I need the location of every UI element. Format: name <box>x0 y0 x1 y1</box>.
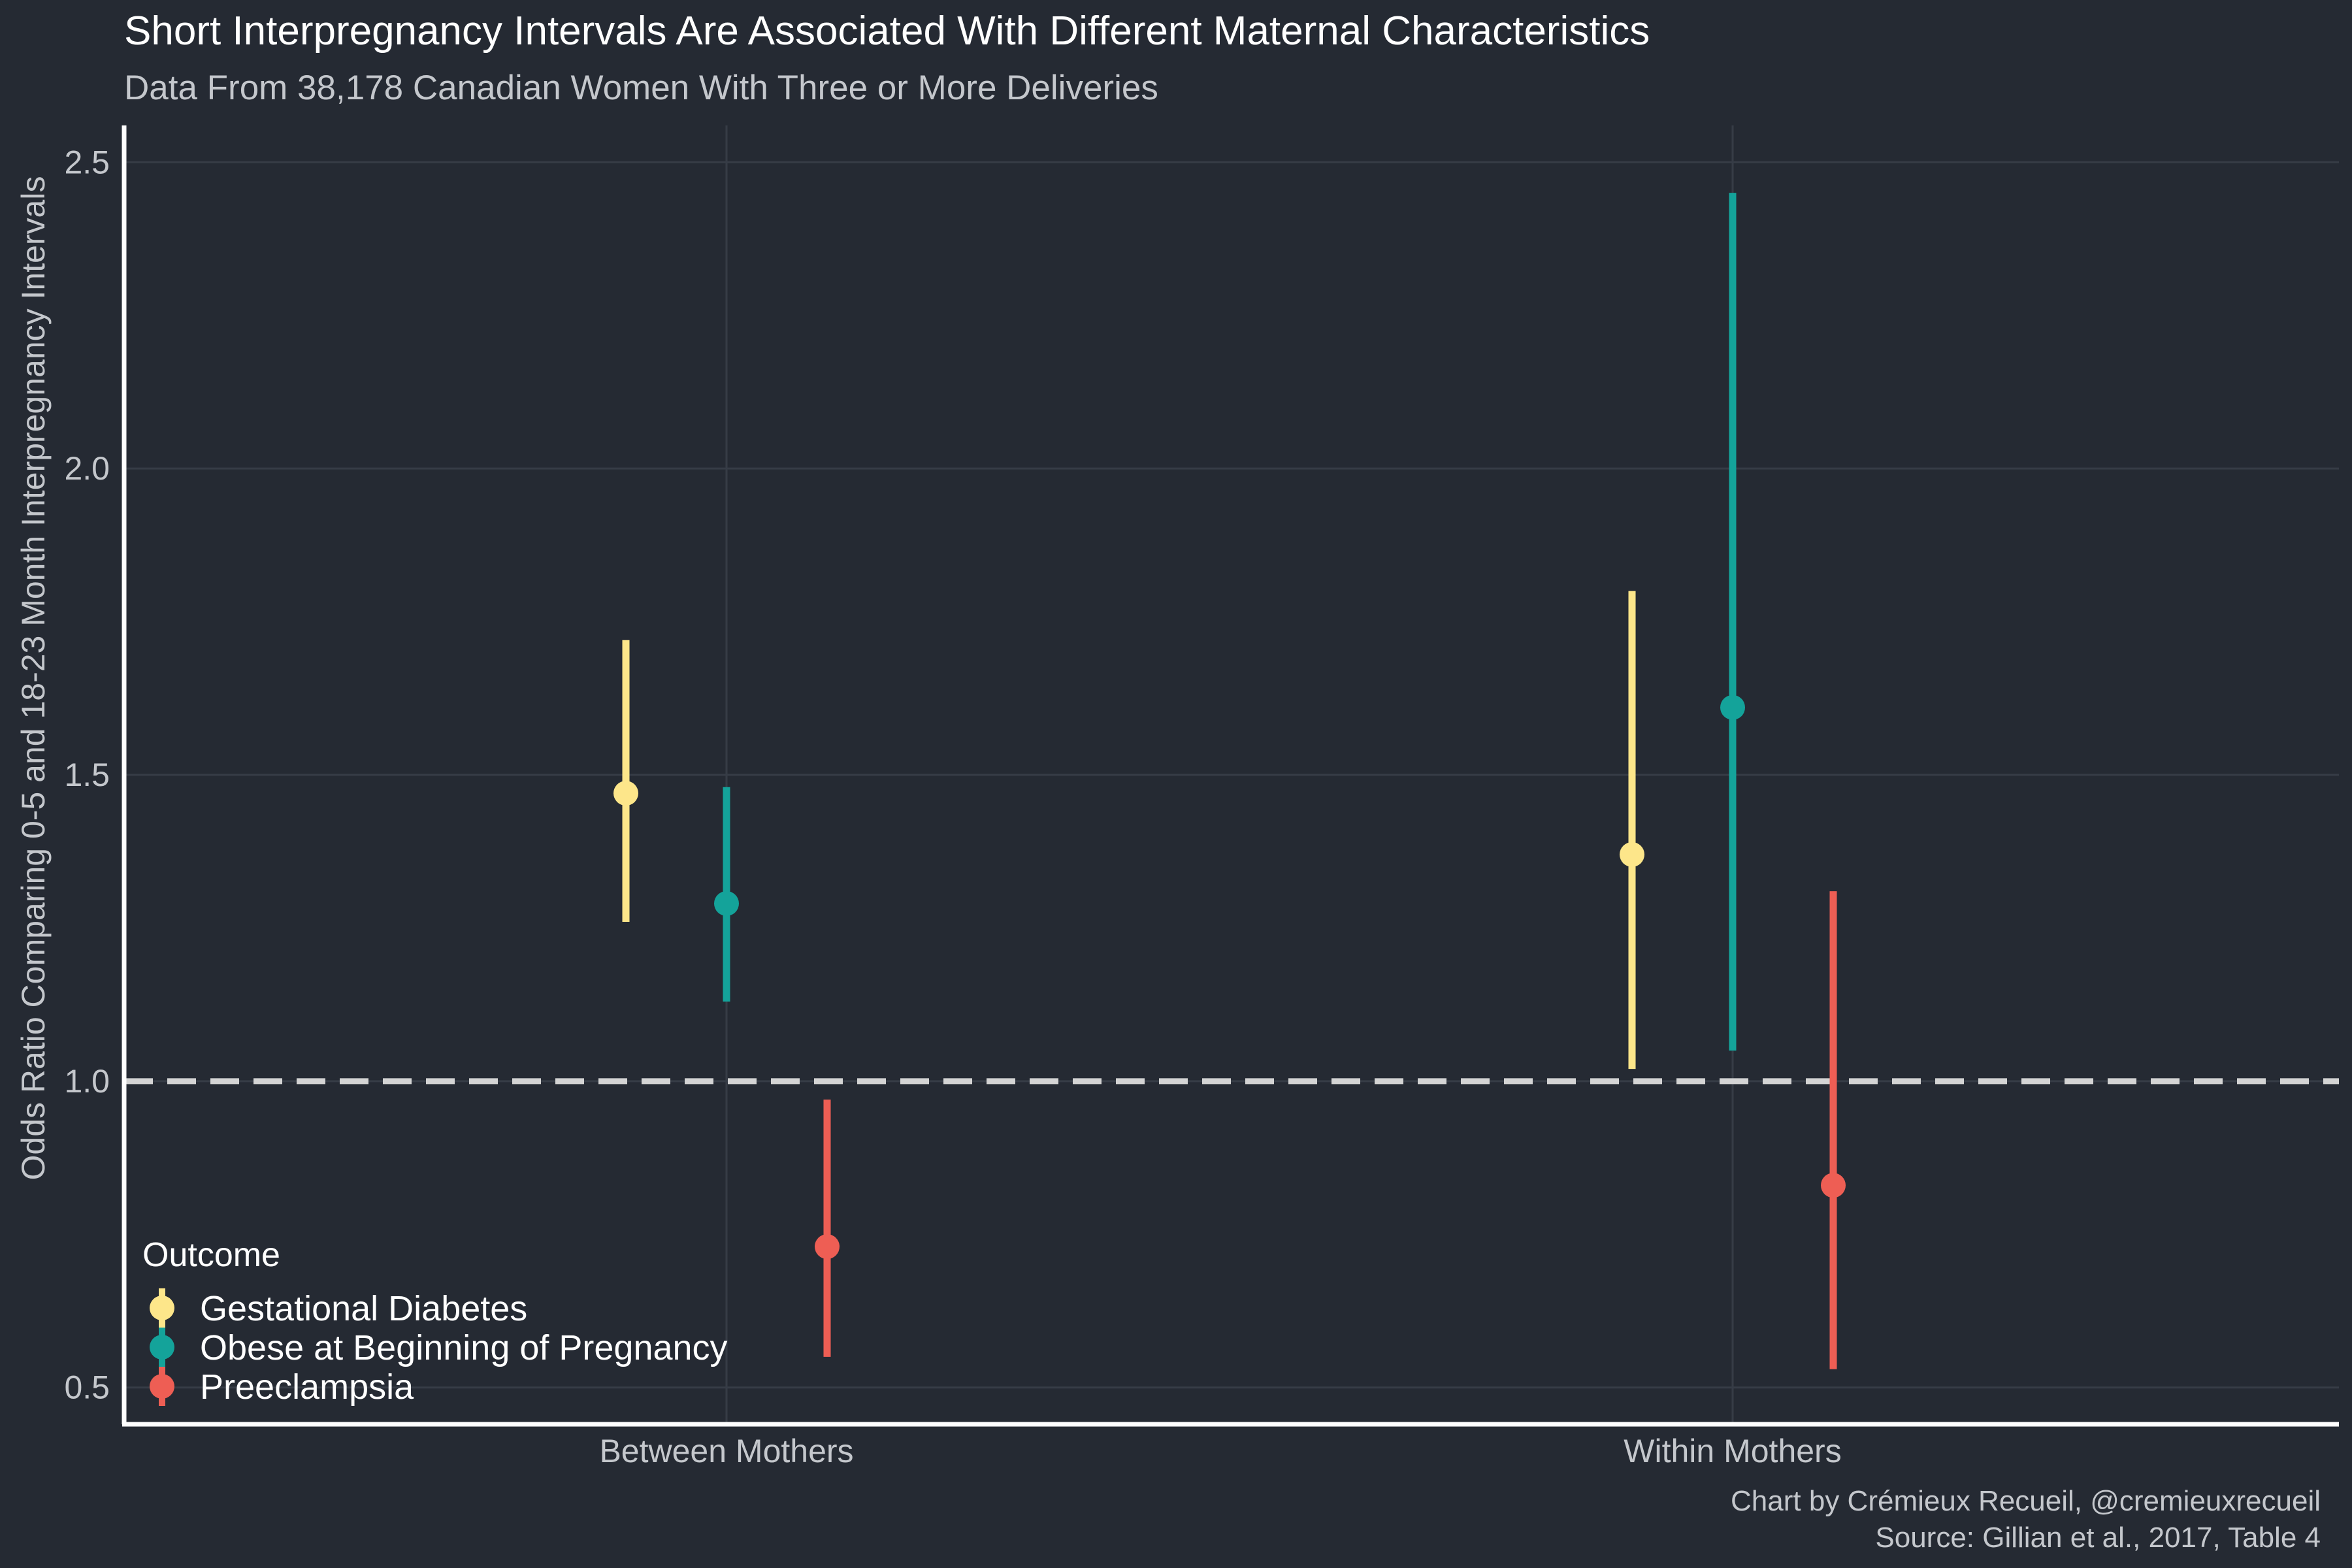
point-2-1 <box>1821 1173 1846 1198</box>
y-tick-labels: 0.5 1.0 1.5 2.0 2.5 <box>64 144 110 1405</box>
point-0-1 <box>1620 841 1644 867</box>
legend-key-point-0 <box>150 1296 174 1320</box>
point-1-1 <box>1720 694 1745 720</box>
point-2-0 <box>815 1234 840 1260</box>
y-tick-label-1: 1.0 <box>64 1063 110 1100</box>
x-tick-label-0: Between Mothers <box>599 1433 853 1469</box>
caption-source: Source: Gillian et al., 2017, Table 4 <box>1875 1522 2321 1554</box>
point-1-0 <box>714 890 739 916</box>
legend-label-1: Obese at Beginning of Pregnancy <box>200 1328 728 1367</box>
x-tick-labels: Between Mothers Within Mothers <box>599 1433 1841 1469</box>
legend-title: Outcome <box>142 1236 280 1274</box>
legend-key-point-1 <box>150 1335 174 1360</box>
point-0-0 <box>613 781 638 806</box>
y-axis-title: Odds Ratio Comparing 0-5 and 18-23 Month… <box>15 176 52 1181</box>
chart-subtitle: Data From 38,178 Canadian Women With Thr… <box>124 69 1158 107</box>
caption-credit: Chart by Crémieux Recueil, @cremieuxrecu… <box>1731 1485 2321 1517</box>
chart-title: Short Interpregnancy Intervals Are Assoc… <box>124 8 1650 54</box>
legend-label-0: Gestational Diabetes <box>200 1289 527 1328</box>
y-tick-label-4: 2.5 <box>64 144 110 180</box>
legend-key-point-2 <box>150 1374 174 1399</box>
legend-label-2: Preeclampsia <box>200 1367 414 1407</box>
x-tick-label-1: Within Mothers <box>1624 1433 1841 1469</box>
y-tick-label-3: 2.0 <box>64 450 110 487</box>
y-tick-label-2: 1.5 <box>64 757 110 793</box>
y-tick-label-0: 0.5 <box>64 1369 110 1406</box>
data-marks <box>613 193 1846 1369</box>
